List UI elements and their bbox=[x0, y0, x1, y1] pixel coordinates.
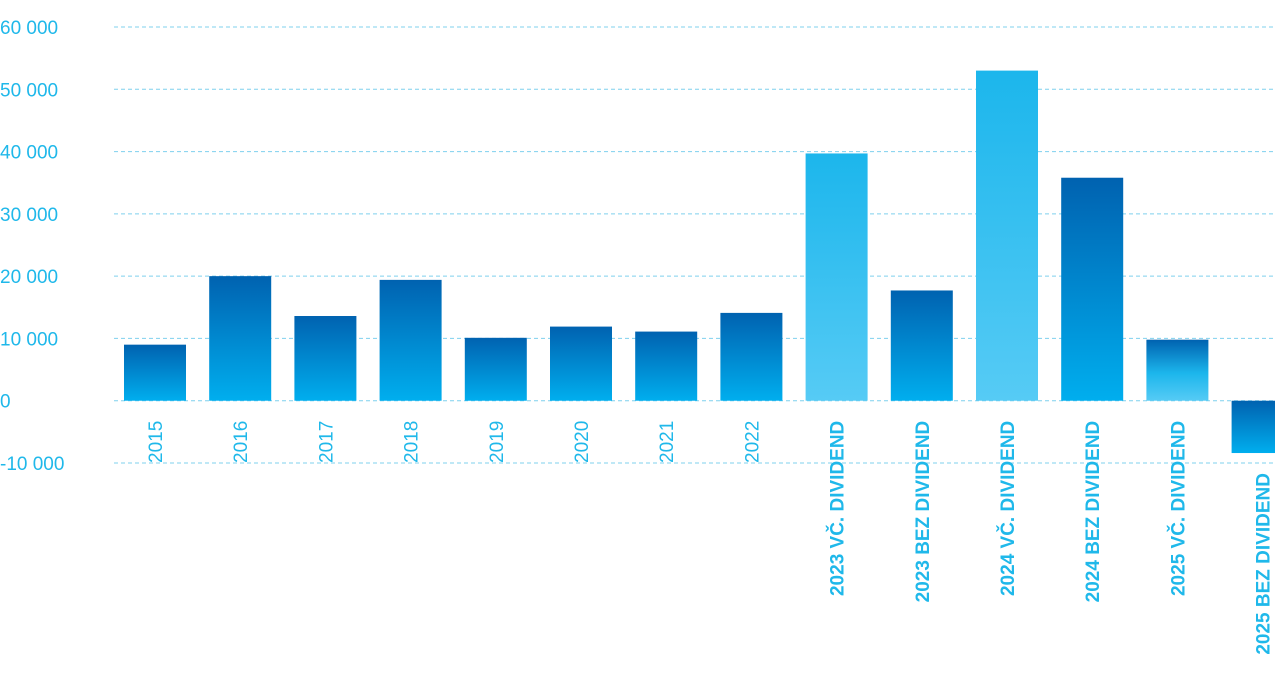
x-tick-label: 2024 VČ. DIVIDEND bbox=[997, 421, 1019, 596]
bar bbox=[890, 290, 953, 401]
bar-layer bbox=[124, 70, 1275, 454]
bar bbox=[720, 312, 783, 401]
x-tick-label: 2015 bbox=[146, 421, 167, 463]
bar bbox=[124, 344, 186, 401]
bar bbox=[379, 279, 442, 401]
x-tick-label: 2020 bbox=[572, 421, 593, 463]
y-tick-label: 20 000 bbox=[0, 267, 58, 288]
y-tick-label: 30 000 bbox=[0, 205, 58, 226]
x-tick-label: 2021 bbox=[657, 421, 678, 463]
x-tick-label: 2024 BEZ DIVIDEND bbox=[1083, 421, 1104, 603]
bar bbox=[976, 70, 1038, 401]
x-tick-label: 2017 bbox=[316, 421, 337, 463]
x-tick-label: 2019 bbox=[487, 421, 508, 463]
y-tick-label: 0 bbox=[0, 392, 11, 413]
x-axis-labels: 2015 2016 2017 2018 2019 2020 2021 2022 2023 VČ.… bbox=[146, 421, 1275, 655]
bar bbox=[550, 326, 612, 401]
bar bbox=[635, 331, 698, 401]
x-tick-label: 2023 VČ. DIVIDEND bbox=[827, 421, 849, 596]
bar bbox=[464, 337, 527, 401]
y-tick-label: -10 000 bbox=[0, 454, 64, 475]
y-tick-label: 10 000 bbox=[0, 329, 58, 350]
bar bbox=[1231, 400, 1275, 454]
y-axis-labels: 60 000 50 000 40 000 30 000 20 000 10 000 0 -10… bbox=[0, 18, 64, 475]
x-tick-label: 2025 VČ. DIVIDEND bbox=[1167, 421, 1189, 596]
bar bbox=[209, 276, 272, 401]
bar bbox=[1061, 177, 1124, 401]
x-tick-label: 2025 BEZ DIVIDEND bbox=[1254, 473, 1275, 655]
bar bbox=[294, 316, 357, 401]
y-tick-label: 40 000 bbox=[0, 143, 58, 164]
bar bbox=[1146, 339, 1209, 401]
y-tick-label: 60 000 bbox=[0, 18, 58, 39]
bar bbox=[805, 153, 868, 401]
x-tick-label: 2018 bbox=[402, 421, 423, 463]
x-tick-label: 2022 bbox=[742, 421, 763, 463]
x-tick-label: 2016 bbox=[231, 421, 252, 463]
y-tick-label: 50 000 bbox=[0, 80, 58, 101]
x-tick-label: 2023 BEZ DIVIDEND bbox=[913, 421, 934, 603]
